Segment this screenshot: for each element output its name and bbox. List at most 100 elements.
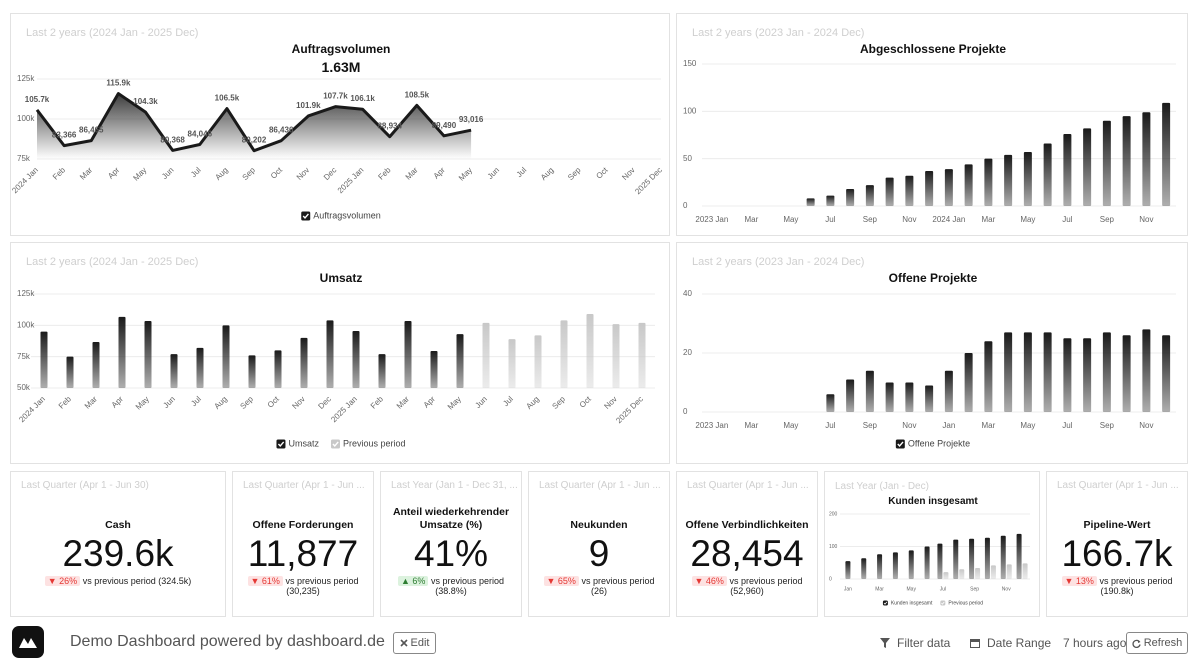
bar — [964, 164, 973, 206]
x-tick-label: Mar — [404, 165, 420, 181]
y-tick-label: 75k — [17, 352, 31, 361]
chart-title: Kunden insgesamt — [888, 496, 978, 507]
kpi-change-badge: ▼ 13% — [1061, 576, 1097, 586]
y-tick-label: 20 — [683, 348, 692, 357]
kpi-title: Offene Forderungen — [252, 519, 354, 531]
x-tick-label: Sep — [566, 165, 583, 182]
x-tick-label: Jan — [844, 586, 852, 592]
bar — [1023, 332, 1032, 412]
edit-label: Edit — [410, 637, 430, 649]
bar — [92, 342, 100, 388]
kpi-change: ▼ 26% vs previous period (324.5k) — [19, 576, 217, 586]
chart-title: Auftragsvolumen — [292, 42, 391, 56]
bar — [806, 198, 815, 206]
logo — [12, 626, 44, 658]
x-tick-label: Sep — [863, 215, 878, 224]
bar — [1142, 329, 1151, 412]
x-tick-label: 2024 Jan — [17, 395, 47, 425]
legend-check — [941, 601, 945, 605]
dashboard-title: Demo Dashboard powered by dashboard.de — [70, 633, 385, 650]
bar — [300, 337, 308, 388]
bar — [846, 379, 855, 412]
kpi-period: Last Year (Jan 1 - Dec 31, ... — [391, 480, 517, 491]
chart: Last 2 years (2024 Jan - 2025 Dec) Auftra… — [11, 27, 664, 221]
kpi-card: Last Year (Jan 1 - Dec 31, ... Anteil wie… — [380, 471, 522, 617]
bar — [953, 539, 959, 579]
chart: Last 2 years (2023 Jan - 2024 Dec) Offene… — [683, 256, 1176, 449]
x-tick-label: Dec — [316, 395, 332, 411]
kpi-value: 239.6k — [62, 533, 174, 574]
bar — [352, 330, 360, 388]
bar — [378, 354, 386, 388]
bar — [1004, 332, 1013, 412]
bar — [534, 335, 542, 388]
data-label: 88,934 — [377, 122, 402, 131]
filter-button[interactable]: Filter data — [897, 636, 951, 650]
x-tick-label: Jul — [940, 586, 946, 592]
y-tick-label: 100 — [683, 106, 697, 115]
x-tick-label: Feb — [57, 394, 74, 411]
kpi-comparison: vs previous period (324.5k) — [82, 576, 192, 586]
bar — [990, 565, 996, 579]
kpi-change-badge: ▼ 46% — [691, 576, 727, 586]
last-updated: 7 hours ago — [1063, 636, 1127, 650]
refresh-button[interactable]: Refresh — [1126, 632, 1188, 654]
legend-check — [302, 213, 309, 220]
x-tick-label: Jun — [486, 166, 501, 181]
x-tick-label: Oct — [266, 394, 282, 410]
x-tick-label: Sep — [863, 421, 878, 430]
refresh-label: Refresh — [1143, 637, 1183, 649]
bar — [826, 195, 835, 206]
bar — [1142, 112, 1151, 206]
x-tick-label: Aug — [524, 395, 540, 411]
kpi-value: 28,454 — [690, 533, 804, 574]
y-tick-label: 100 — [829, 544, 838, 550]
x-tick-label: Jul — [1062, 421, 1072, 430]
logo-mark — [19, 638, 37, 648]
x-tick-label: May — [1020, 215, 1035, 224]
data-label: 107.7k — [323, 92, 348, 101]
legend-swatch — [276, 439, 286, 449]
y-tick-label: 100k — [17, 114, 35, 123]
x-tick-label: Nov — [1139, 215, 1153, 224]
x-tick-label: Sep — [1100, 421, 1115, 430]
bar — [1122, 116, 1131, 206]
bar — [846, 188, 855, 206]
bar — [865, 370, 874, 412]
x-tick-label: 2025 Dec — [614, 395, 645, 426]
data-label: 83,366 — [52, 131, 77, 140]
bar — [1083, 338, 1092, 412]
kpi-title: Neukunden — [570, 519, 628, 531]
kpi-comparison: vs previous period (38.8%) — [430, 576, 504, 596]
legend: Kunden insgesamt Previous period — [882, 600, 983, 606]
bar — [586, 314, 594, 388]
bar — [892, 552, 898, 579]
x-tick-label: Feb — [376, 165, 393, 182]
bar — [560, 320, 568, 388]
chart-panel: Last 2 years (2023 Jan - 2024 Dec) Offene… — [676, 242, 1188, 464]
x-tick-label: Feb — [51, 165, 68, 182]
bar — [326, 320, 334, 388]
chart-period: Last 2 years (2023 Jan - 2024 Dec) — [692, 256, 864, 268]
kpi-card: Last Quarter (Apr 1 - Jun ... Pipeline-We… — [1046, 471, 1188, 617]
kpi-change: ▼ 13% vs previous period (190.8k) — [1055, 576, 1179, 596]
bar — [861, 558, 867, 579]
bar — [964, 353, 973, 412]
kpi-change: ▼ 61% vs previous period (30,235) — [241, 576, 365, 596]
bar — [1083, 128, 1092, 206]
bar — [984, 158, 993, 206]
date-range-button[interactable]: Date Range — [987, 636, 1052, 650]
x-tick-label: May — [134, 395, 151, 412]
data-label: 86,436 — [269, 126, 294, 135]
x-tick-label: Nov — [902, 421, 916, 430]
x-tick-label: Oct — [269, 165, 285, 181]
kpi-comparison: vs previous period (190.8k) — [1099, 576, 1173, 596]
x-tick-label: Apr — [422, 394, 437, 409]
x-tick-label: Dec — [322, 166, 338, 182]
legend-label: Umsatz — [288, 438, 319, 448]
kpi-title: Offene Verbindlichkeiten — [685, 519, 809, 531]
edit-button[interactable]: Edit — [393, 632, 436, 654]
bar — [482, 322, 490, 388]
kpi-value: 9 — [588, 533, 610, 574]
